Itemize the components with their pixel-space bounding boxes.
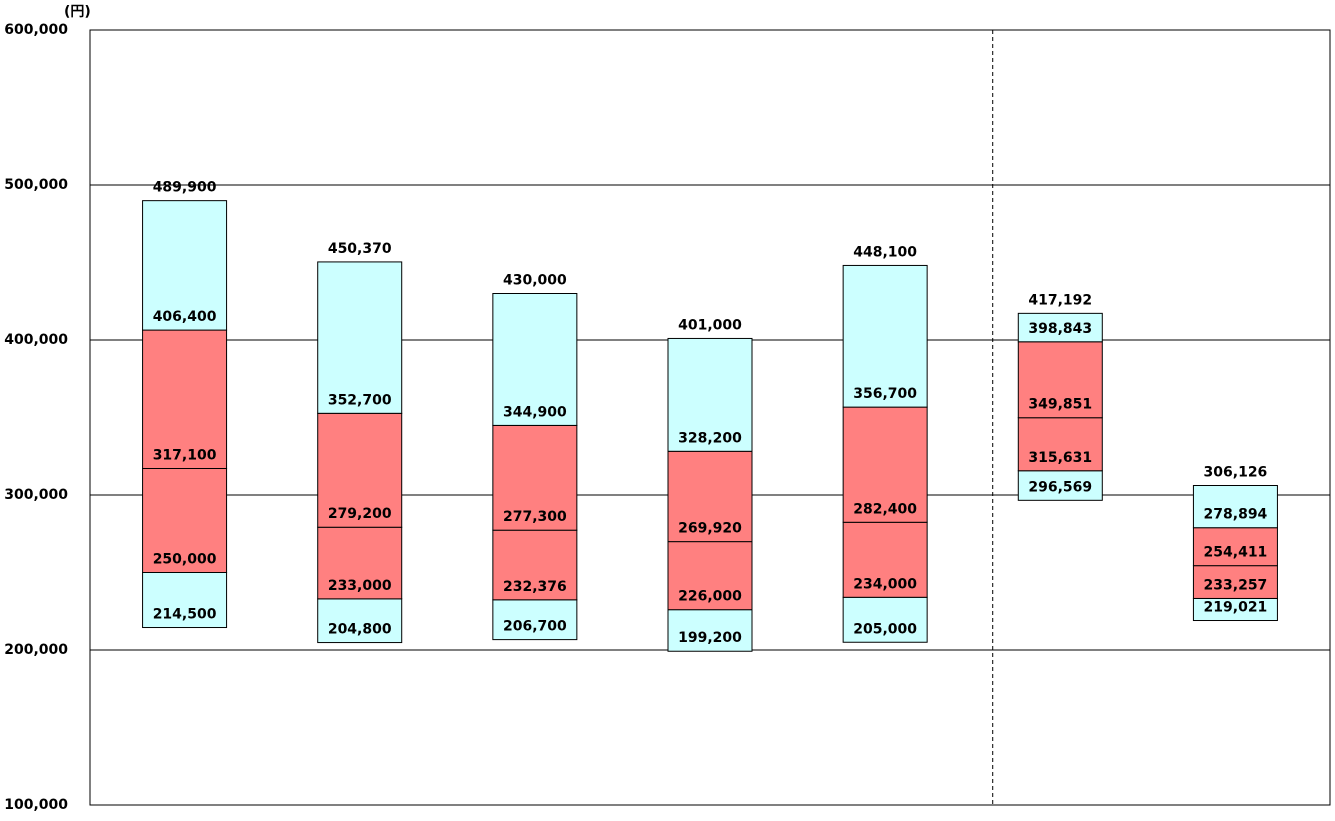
value-label: 279,200 bbox=[328, 506, 392, 522]
value-label: 277,300 bbox=[503, 509, 567, 525]
y-tick-label: 100,000 bbox=[4, 797, 68, 813]
box-segment bbox=[492, 599, 578, 641]
value-label: 315,631 bbox=[1028, 450, 1092, 466]
value-label: 328,200 bbox=[678, 430, 742, 446]
value-label: 205,000 bbox=[853, 621, 917, 637]
value-label: 214,500 bbox=[153, 607, 217, 623]
box-segment bbox=[842, 596, 928, 643]
box-segment bbox=[142, 467, 228, 573]
box-segment bbox=[667, 450, 753, 543]
box-segment bbox=[1017, 417, 1103, 472]
value-label: 219,021 bbox=[1204, 600, 1268, 616]
box-segment bbox=[317, 261, 403, 414]
value-label: 430,000 bbox=[503, 273, 567, 289]
value-label: 226,000 bbox=[678, 589, 742, 605]
value-label: 344,900 bbox=[503, 404, 567, 420]
value-label: 417,192 bbox=[1028, 292, 1092, 308]
box-segment bbox=[317, 526, 403, 600]
value-label: 254,411 bbox=[1204, 545, 1268, 561]
box-segment bbox=[667, 609, 753, 652]
box-segment bbox=[842, 521, 928, 598]
value-label: 278,894 bbox=[1204, 507, 1268, 523]
value-label: 199,200 bbox=[678, 630, 742, 646]
box-segment bbox=[667, 337, 753, 452]
box-segment bbox=[842, 406, 928, 523]
value-label: 269,920 bbox=[678, 521, 742, 537]
box-segment bbox=[1017, 312, 1103, 343]
value-label: 349,851 bbox=[1028, 397, 1092, 413]
value-label: 406,400 bbox=[153, 309, 217, 325]
value-label: 250,000 bbox=[153, 552, 217, 568]
value-label: 232,376 bbox=[503, 579, 567, 595]
box-segment bbox=[842, 264, 928, 408]
value-label: 398,843 bbox=[1028, 321, 1092, 337]
y-tick-label: 500,000 bbox=[4, 177, 68, 193]
value-label: 282,400 bbox=[853, 501, 917, 517]
value-label: 317,100 bbox=[153, 447, 217, 463]
box-segment bbox=[317, 598, 403, 644]
box-segment bbox=[1192, 565, 1278, 599]
value-label: 489,900 bbox=[153, 180, 217, 196]
value-label: 306,126 bbox=[1204, 465, 1268, 481]
box-segment bbox=[492, 293, 578, 426]
box-segment bbox=[142, 572, 228, 629]
value-label: 448,100 bbox=[853, 244, 917, 260]
value-label: 234,000 bbox=[853, 576, 917, 592]
y-tick-label: 600,000 bbox=[4, 22, 68, 38]
box-segment bbox=[142, 329, 228, 469]
unit-label: (円) bbox=[64, 4, 91, 20]
box-segment bbox=[1192, 485, 1278, 529]
value-label: 233,257 bbox=[1204, 577, 1268, 593]
value-label: 352,700 bbox=[328, 392, 392, 408]
y-tick-label: 300,000 bbox=[4, 487, 68, 503]
box-segment bbox=[317, 412, 403, 528]
value-label: 296,569 bbox=[1028, 479, 1092, 495]
value-label: 450,370 bbox=[328, 241, 392, 257]
value-label: 401,000 bbox=[678, 317, 742, 333]
box-segment bbox=[142, 200, 228, 331]
y-tick-label: 400,000 bbox=[4, 332, 68, 348]
value-label: 204,800 bbox=[328, 622, 392, 638]
value-label: 233,000 bbox=[328, 578, 392, 594]
box-segment bbox=[1017, 470, 1103, 501]
value-label: 206,700 bbox=[503, 619, 567, 635]
box-segment bbox=[492, 424, 578, 531]
y-tick-label: 200,000 bbox=[4, 642, 68, 658]
value-label: 356,700 bbox=[853, 386, 917, 402]
